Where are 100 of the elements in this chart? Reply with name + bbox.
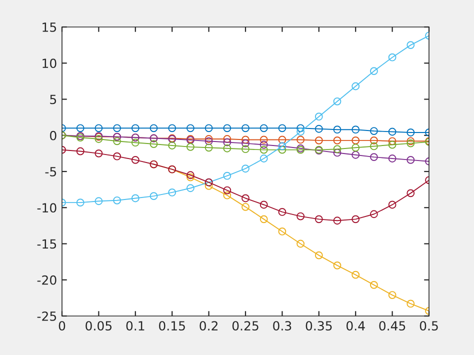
point (168, 142, 176, 150)
y-tick-label: 0 (50, 130, 56, 140)
point (278, 228, 286, 236)
point (260, 146, 268, 154)
point (223, 191, 232, 200)
point (94, 197, 103, 206)
point (333, 136, 342, 144)
point (406, 156, 415, 164)
point (370, 210, 378, 218)
y-tick-label: -15 (37, 239, 56, 249)
point (94, 149, 103, 158)
point (296, 136, 305, 144)
x-tick-label: 0.3 (273, 321, 292, 331)
point (260, 124, 268, 132)
point (388, 200, 396, 209)
point (131, 194, 140, 202)
point (388, 140, 396, 149)
point (370, 67, 378, 76)
y-tick-label: 10 (42, 58, 56, 68)
x-tick-label: 0.5 (420, 321, 438, 331)
point (260, 140, 268, 149)
point (333, 216, 342, 225)
point (223, 172, 232, 180)
point (76, 198, 84, 207)
point (131, 124, 140, 132)
x-tick-label: 0.15 (159, 321, 185, 331)
point (314, 215, 323, 224)
point (370, 280, 378, 289)
point (352, 215, 360, 224)
point (223, 186, 232, 194)
point (186, 184, 194, 192)
y-tick-label: -5 (45, 167, 56, 176)
point (296, 124, 305, 132)
point (150, 140, 158, 148)
x-tick-label: 0.2 (200, 321, 218, 331)
point (296, 128, 305, 136)
y-tick-label: 5 (50, 94, 56, 104)
point (388, 53, 396, 62)
y-tick-label: -25 (37, 311, 56, 321)
point (278, 208, 286, 216)
point (204, 137, 213, 146)
point (278, 136, 286, 144)
point (352, 126, 360, 134)
point (388, 291, 396, 300)
point (223, 138, 232, 146)
point (223, 144, 232, 152)
point (204, 144, 213, 152)
point (94, 124, 103, 132)
point (260, 154, 268, 162)
point (370, 127, 378, 135)
point (168, 124, 176, 132)
point (94, 135, 103, 143)
point (314, 124, 323, 133)
point (242, 139, 250, 148)
point (333, 148, 342, 157)
point (278, 146, 286, 154)
point (131, 156, 140, 164)
point (242, 164, 250, 173)
point (223, 135, 232, 143)
point (113, 137, 122, 146)
point (242, 145, 250, 154)
point (406, 189, 415, 198)
point (352, 82, 360, 90)
point (296, 212, 305, 220)
y-tick-label: 15 (42, 22, 56, 32)
point (333, 145, 342, 154)
point (296, 240, 305, 248)
point (314, 251, 323, 260)
point (113, 196, 122, 204)
point (370, 136, 378, 144)
point (406, 128, 415, 136)
point (388, 154, 396, 162)
point (333, 126, 342, 134)
y-tick-label: -20 (37, 275, 56, 285)
x-tick-label: 0.35 (306, 321, 332, 331)
x-tick-label: 0.1 (126, 321, 144, 331)
point (352, 150, 360, 159)
y-tick-label: -10 (37, 203, 56, 213)
point (186, 124, 194, 132)
point (150, 192, 158, 200)
point (260, 200, 268, 209)
point (223, 124, 232, 132)
point (406, 300, 415, 308)
point (333, 97, 342, 106)
point (242, 194, 250, 202)
point (370, 142, 378, 150)
x-tick-label: 0.25 (232, 321, 258, 331)
point (76, 147, 84, 156)
point (242, 136, 250, 144)
point (150, 124, 158, 132)
point (204, 124, 213, 132)
x-tick-label: 0 (58, 321, 66, 331)
point (186, 142, 194, 151)
point (278, 124, 286, 132)
x-tick-label: 0.05 (86, 321, 112, 331)
point (406, 41, 415, 50)
point (370, 153, 378, 162)
point (352, 136, 360, 144)
point (388, 128, 396, 136)
point (242, 202, 250, 211)
